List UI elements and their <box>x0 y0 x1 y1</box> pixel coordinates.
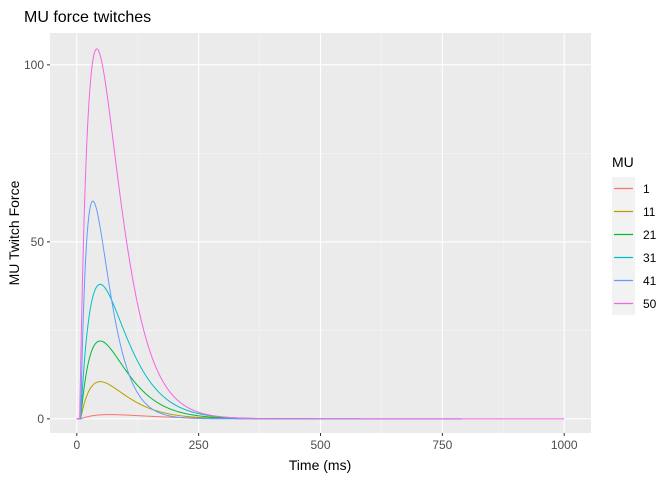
y-axis: 0 50 100 <box>24 58 50 426</box>
legend-entry-label: 11 <box>643 205 656 219</box>
x-tick-label: 0 <box>73 438 80 452</box>
x-axis: 0 250 500 750 1000 <box>73 433 578 452</box>
legend-entry-label: 21 <box>643 228 657 242</box>
chart-title: MU force twitches <box>24 9 151 26</box>
x-tick-label: 500 <box>310 438 330 452</box>
y-axis-label: MU Twitch Force <box>6 180 22 285</box>
x-tick-label: 750 <box>432 438 452 452</box>
series-layer <box>76 48 565 420</box>
x-tick-label: 250 <box>189 438 209 452</box>
legend-entry-label: 41 <box>643 274 657 288</box>
x-axis-label: Time (ms) <box>289 457 351 473</box>
y-tick-label: 100 <box>24 58 44 72</box>
legend-entry-label: 1 <box>643 182 650 196</box>
y-tick-label: 50 <box>31 235 45 249</box>
x-tick-label: 1000 <box>551 438 578 452</box>
legend-entry-label: 50 <box>643 297 657 311</box>
series-line-50 <box>76 48 565 420</box>
y-tick-label: 0 <box>37 412 44 426</box>
legend-title: MU <box>612 154 634 170</box>
legend-entry-label: 31 <box>643 251 657 265</box>
